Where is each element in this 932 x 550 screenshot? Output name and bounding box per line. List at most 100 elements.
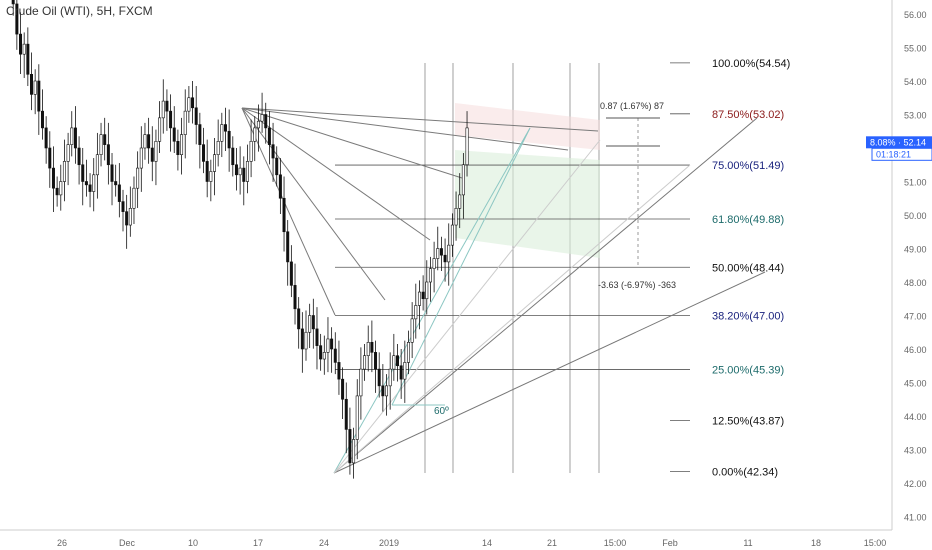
y-tick-label: 53.00 [904, 111, 927, 121]
candle-body [439, 248, 443, 256]
candle-body [322, 352, 326, 360]
angle-line [391, 127, 531, 406]
candle-body [11, 0, 15, 5]
countdown-box [871, 147, 932, 161]
candle-body [414, 305, 418, 320]
candle-body [454, 208, 458, 226]
candle-body [289, 261, 293, 286]
candle-body [169, 110, 173, 129]
measure-up-label: 0.87 (1.67%) 87 [600, 101, 664, 111]
y-tick-label: 43.00 [904, 446, 927, 456]
gann-fan-line [333, 271, 766, 474]
candle-body [392, 355, 396, 370]
candle-body [234, 164, 238, 176]
candle-body [282, 197, 286, 233]
fan-line [241, 107, 386, 301]
x-tick-label: 10 [188, 538, 198, 548]
candle-body [51, 167, 55, 189]
candle-body [249, 141, 253, 162]
x-tick-label: 14 [482, 538, 492, 548]
x-tick-label: 21 [547, 538, 557, 548]
candle-body [330, 338, 334, 350]
candle-body [55, 187, 59, 196]
candle-body [238, 167, 242, 176]
candle-body [187, 97, 191, 112]
x-tick-label: 15:00 [864, 538, 887, 548]
candle-body [333, 348, 337, 363]
candle-body [341, 378, 345, 400]
candle-body [147, 134, 151, 149]
candle-body [245, 161, 249, 182]
candle-body [59, 181, 63, 196]
zone-green [455, 150, 600, 258]
y-tick-label: 47.00 [904, 312, 927, 322]
candle-body [22, 43, 26, 55]
gann-fan-line [333, 117, 758, 474]
countdown-label: 01:18:21 [876, 149, 911, 159]
y-tick-label: 42.00 [904, 479, 927, 489]
candle-body [315, 328, 319, 346]
candle-body [385, 385, 389, 397]
candle-body [253, 127, 257, 142]
candle-body [15, 3, 19, 35]
candle-body [223, 124, 227, 132]
fib-level-label: 87.50%(53.02) [712, 109, 784, 121]
y-tick-label: 45.00 [904, 379, 927, 389]
candle-body [410, 318, 414, 343]
gann-fan-line [333, 139, 601, 474]
candle-body [227, 130, 231, 149]
candle-body [48, 147, 52, 169]
y-tick-label: 51.00 [904, 178, 927, 188]
candle-body [370, 341, 374, 353]
fan-line [241, 107, 599, 132]
candle-body [125, 211, 129, 226]
candle-body [300, 328, 304, 350]
candle-body [352, 439, 356, 464]
gann-fan-line [333, 127, 531, 474]
fan-line [241, 107, 569, 151]
x-tick-label: 17 [253, 538, 263, 548]
candle-body [62, 161, 66, 182]
candle-body [172, 127, 176, 142]
candle-body [77, 147, 81, 166]
candle-body [293, 285, 297, 310]
candle-body [304, 331, 308, 350]
candle-body [395, 355, 399, 367]
measure-down-label: -3.63 (-6.97%) -363 [598, 280, 676, 290]
candle-body [37, 80, 41, 112]
x-tick-label: Feb [662, 538, 678, 548]
x-tick-label: 11 [743, 538, 752, 548]
candle-body [465, 127, 469, 166]
current-price-label: 8.08% · 52.14 [870, 137, 926, 147]
fib-level-label: 50.00%(48.44) [712, 262, 784, 274]
fib-level-label: 25.00%(45.39) [712, 364, 784, 376]
candle-body [403, 362, 407, 380]
candle-body [363, 355, 367, 370]
candle-body [458, 194, 462, 209]
x-tick-label: Dec [119, 538, 136, 548]
candle-body [381, 385, 385, 397]
candle-body [180, 134, 184, 156]
candle-body [377, 368, 381, 387]
candle-body [70, 127, 74, 145]
candle-body [417, 291, 421, 306]
candle-body [183, 110, 187, 135]
x-tick-label: 15:00 [604, 538, 627, 548]
candle-body [213, 154, 217, 172]
current-price-badge [866, 136, 932, 149]
candle-body [136, 167, 140, 189]
candle-body [161, 100, 165, 119]
candle-body [450, 224, 454, 246]
candle-body [220, 124, 224, 142]
candle-body [121, 201, 125, 212]
fib-level-label: 75.00%(51.49) [712, 160, 784, 172]
candle-body [88, 184, 92, 192]
candle-body [242, 167, 246, 182]
fib-level-label: 12.50%(43.87) [712, 415, 784, 427]
candle-body [110, 164, 114, 182]
candle-body [267, 127, 271, 145]
candle-body [231, 147, 235, 166]
candle-body [29, 74, 33, 95]
candle-body [275, 157, 279, 176]
